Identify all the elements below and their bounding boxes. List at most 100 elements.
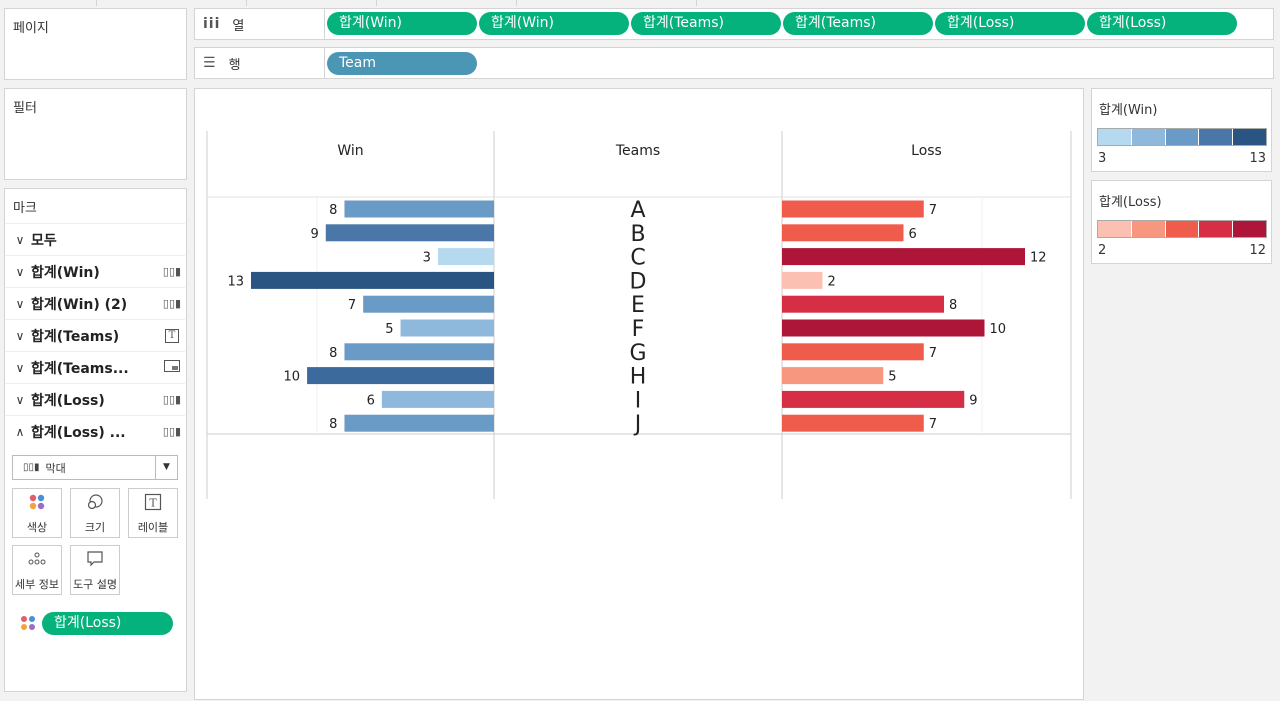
mark-type-value: 막대	[45, 461, 66, 475]
loss-value-label: 12	[1030, 251, 1047, 266]
legend-swatch	[1198, 129, 1233, 145]
size-icon	[71, 493, 119, 519]
tooltip-button[interactable]: 도구 설명	[70, 545, 120, 595]
legend-loss[interactable]: 합계(Loss) 2 12	[1091, 180, 1272, 264]
column-pill-5[interactable]: 합계(Loss)	[935, 12, 1085, 35]
column-pill-1[interactable]: 합계(Win)	[327, 12, 477, 35]
color-label: 색상	[26, 521, 48, 534]
legend-swatch	[1098, 221, 1131, 237]
loss-value-label: 10	[990, 322, 1007, 337]
marks-row[interactable]: ∨ 합계(Teams...	[5, 351, 185, 383]
win-value-label: 7	[348, 298, 356, 313]
label-label: 레이블	[137, 521, 169, 534]
loss-value-label: 7	[929, 417, 937, 432]
bar-chart-icon: ▯▯▮	[162, 393, 182, 406]
loss-bar	[782, 319, 985, 337]
size-button[interactable]: 크기	[70, 488, 120, 538]
chevron-down-icon[interactable]: ∨	[15, 360, 25, 375]
loss-bar	[782, 343, 924, 361]
size-label: 크기	[84, 521, 106, 534]
win-value-label: 8	[329, 417, 337, 432]
loss-value-label: 2	[828, 274, 836, 289]
win-bar	[344, 343, 494, 361]
win-value-label: 8	[329, 203, 337, 218]
team-label: E	[631, 293, 645, 318]
legend-win-ramp	[1097, 128, 1267, 146]
tooltip-label: 도구 설명	[73, 578, 117, 591]
legend-win[interactable]: 합계(Win) 3 13	[1091, 88, 1272, 172]
detail-label: 세부 정보	[15, 578, 59, 591]
legend-swatch	[1164, 129, 1199, 145]
rows-icon: ☰	[203, 55, 217, 71]
columns-label: 열	[232, 18, 245, 34]
chevron-down-icon[interactable]: ∨	[15, 264, 25, 279]
columns-shelf-label: iii 열	[195, 9, 325, 39]
win-value-label: 13	[227, 274, 244, 289]
chevron-down-icon[interactable]: ∨	[15, 232, 25, 247]
legend-swatch	[1130, 221, 1165, 237]
color-icon	[13, 493, 61, 519]
marks-row[interactable]: ∨ 합계(Teams) T	[5, 319, 185, 351]
team-label: C	[630, 246, 645, 271]
win-value-label: 9	[310, 227, 318, 242]
legend-win-title: 합계(Win)	[1099, 103, 1158, 118]
legend-loss-ramp	[1097, 220, 1267, 238]
win-bar	[251, 271, 494, 289]
marks-row-label: 모두	[31, 232, 57, 249]
column-header-loss: Loss	[911, 143, 942, 159]
marks-row[interactable]: ∨ 합계(Win) (2) ▯▯▮	[5, 287, 185, 319]
filters-panel[interactable]: 필터	[4, 88, 187, 180]
rows-label: 행	[228, 57, 241, 73]
label-icon: T	[129, 493, 177, 519]
loss-value-label: 8	[949, 298, 957, 313]
marks-row-label: 합계(Loss)	[31, 392, 105, 409]
win-value-label: 6	[367, 393, 375, 408]
column-pill-2[interactable]: 합계(Win)	[479, 12, 629, 35]
tooltip-icon	[71, 550, 119, 576]
marks-row[interactable]: ∨ 합계(Loss) ▯▯▮	[5, 383, 185, 415]
mark-type-dropdown[interactable]: ▯▯▮ 막대 ▼	[12, 455, 178, 480]
loss-value-label: 6	[909, 227, 917, 242]
loss-value-label: 7	[929, 203, 937, 218]
loss-bar	[782, 248, 1025, 266]
win-bar	[437, 248, 494, 266]
column-pill-4[interactable]: 합계(Teams)	[783, 12, 933, 35]
legend-swatch	[1164, 221, 1199, 237]
marks-row[interactable]: ∨ 합계(Win) ▯▯▮	[5, 255, 185, 287]
detail-button[interactable]: 세부 정보	[12, 545, 62, 595]
row-pill-team[interactable]: Team	[327, 52, 477, 75]
chevron-up-icon[interactable]: ∧	[15, 424, 25, 439]
chevron-down-icon[interactable]: ∨	[15, 328, 25, 343]
chevron-down-icon[interactable]: ∨	[15, 296, 25, 311]
columns-icon: iii	[203, 16, 221, 32]
win-bar	[344, 200, 494, 218]
label-button[interactable]: T 레이블	[128, 488, 178, 538]
pages-panel[interactable]: 페이지	[4, 8, 187, 80]
team-label: A	[630, 198, 645, 223]
marks-row[interactable]: ∧ 합계(Loss) ... ▯▯▮	[5, 415, 185, 447]
bar-chart-icon: ▯▯▮	[162, 425, 182, 438]
marks-row-label: 합계(Win) (2)	[31, 296, 128, 313]
chart-view[interactable]: Win Teams Loss 8 A 7 9 B 6 3 C 12 13 D 2 7 E 8 5 F 10 8 G 7 10 H 5…	[194, 88, 1084, 700]
team-label: H	[630, 365, 647, 390]
team-label: G	[629, 341, 646, 366]
map-icon	[159, 360, 185, 375]
column-header-teams: Teams	[615, 143, 660, 159]
loss-value-label: 9	[969, 393, 977, 408]
loss-bar	[782, 200, 924, 218]
marks-row[interactable]: ∨ 모두	[5, 223, 185, 255]
marks-title: 마크	[13, 201, 37, 216]
legend-win-max: 13	[1249, 151, 1266, 166]
column-pill-3[interactable]: 합계(Teams)	[631, 12, 781, 35]
loss-value-label: 7	[929, 346, 937, 361]
loss-bar	[782, 271, 823, 289]
color-encoding-pill[interactable]: 합계(Loss)	[42, 612, 173, 635]
column-pill-6[interactable]: 합계(Loss)	[1087, 12, 1237, 35]
column-header-win: Win	[337, 143, 363, 159]
color-button[interactable]: 색상	[12, 488, 62, 538]
pages-title: 페이지	[13, 21, 49, 36]
chevron-down-icon[interactable]: ∨	[15, 392, 25, 407]
loss-bar	[782, 390, 965, 408]
detail-icon	[13, 550, 61, 576]
legend-swatch	[1130, 129, 1165, 145]
